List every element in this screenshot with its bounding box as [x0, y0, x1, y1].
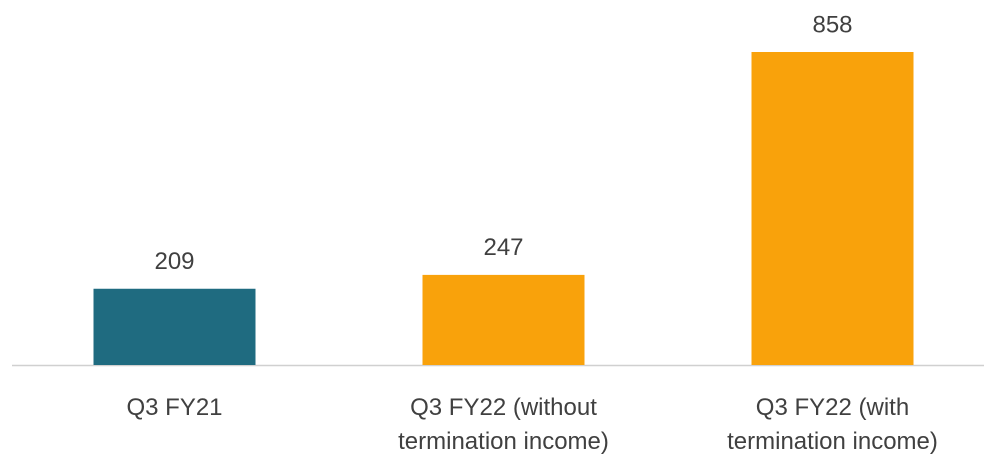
- bar: [93, 288, 256, 365]
- bar: [751, 52, 914, 365]
- value-label: 209: [154, 248, 194, 275]
- value-label: 247: [483, 234, 523, 261]
- x-tick-label: Q3 FY21: [126, 394, 223, 421]
- bar: [422, 274, 585, 365]
- x-tick-label: Q3 FY22 (without termination income): [398, 394, 609, 455]
- x-tick-label: Q3 FY22 (with termination income): [727, 394, 938, 455]
- value-label: 858: [812, 11, 852, 38]
